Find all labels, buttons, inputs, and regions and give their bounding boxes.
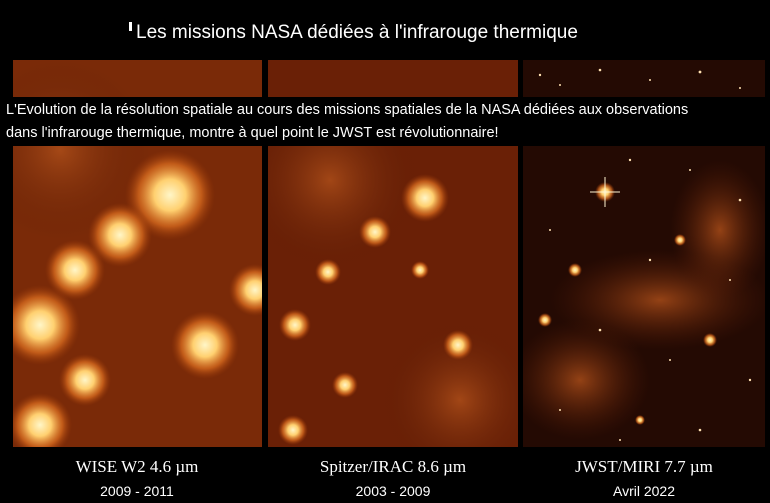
panel-dates: 2009 - 2011 — [100, 483, 174, 499]
panel-label: WISE W2 4.6 µm — [76, 457, 199, 476]
panel-dates: Avril 2022 — [613, 483, 675, 499]
panel-dates: 2003 - 2009 — [356, 483, 431, 499]
title: Les missions NASA dédiées à l'infrarouge… — [136, 22, 578, 43]
caption-line: dans l'infrarouge thermique, montre à qu… — [6, 125, 499, 141]
caption-line: L'Evolution de la résolution spatiale au… — [6, 102, 688, 118]
panel-label: JWST/MIRI 7.7 µm — [575, 457, 713, 476]
panel-label: Spitzer/IRAC 8.6 µm — [320, 457, 466, 476]
page: Les missions NASA dédiées à l'infrarouge… — [0, 0, 770, 503]
title-mark — [129, 22, 132, 31]
